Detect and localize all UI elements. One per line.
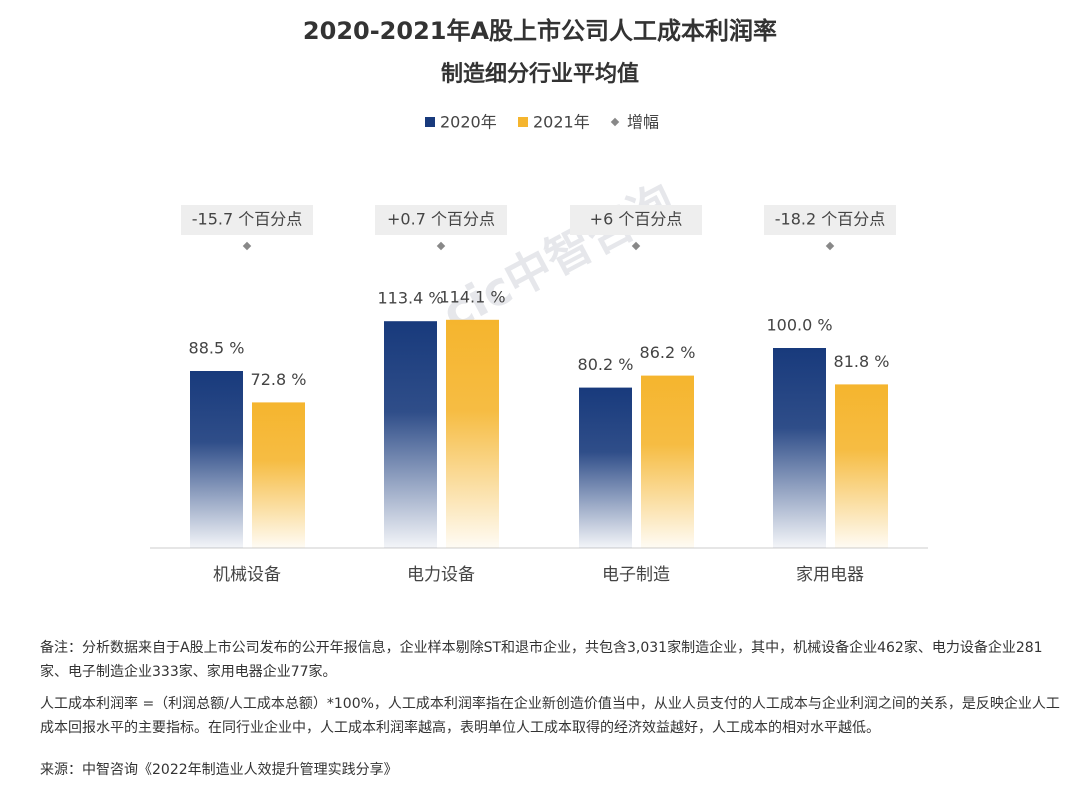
- x-tick-label: 电力设备: [407, 565, 475, 585]
- legend-label: 增幅: [627, 113, 659, 132]
- note: 人工成本利润率 =（利润总额/人工成本总额）*100%，人工成本利润率指在企业新…: [40, 696, 1060, 736]
- value-label: 86.2 %: [640, 343, 696, 362]
- watermark: cic中智咨询: [433, 173, 683, 340]
- bar: [835, 384, 888, 548]
- bar: [252, 402, 305, 548]
- change-label-bg: [764, 205, 896, 235]
- legend-swatch: [610, 117, 620, 127]
- value-label: 100.0 %: [766, 316, 832, 335]
- bar: [773, 348, 826, 548]
- bar: [446, 319, 499, 548]
- x-tick-label: 家用电器: [796, 565, 864, 585]
- change-marker: [825, 241, 835, 251]
- value-label: 113.4 %: [377, 289, 443, 308]
- note: 备注：分析数据来自于A股上市公司发布的公开年报信息，企业样本剔除ST和退市企业，…: [40, 640, 1043, 680]
- chart-subtitle: 制造细分行业平均值: [441, 61, 639, 87]
- bar: [384, 321, 437, 548]
- bar: [190, 371, 243, 548]
- legend-label: 2021年: [533, 113, 590, 132]
- value-label: 114.1 %: [439, 287, 505, 306]
- x-tick-label: 电子制造: [602, 565, 670, 585]
- bar: [579, 387, 632, 548]
- value-label: 81.8 %: [834, 352, 890, 371]
- value-label: 80.2 %: [578, 355, 634, 374]
- change-marker: [242, 241, 252, 251]
- legend-label: 2020年: [440, 113, 497, 132]
- source: 来源：中智咨询《2022年制造业人效提升管理实践分享》: [40, 762, 398, 778]
- chart-title: 2020-2021年A股上市公司人工成本利润率: [303, 17, 777, 45]
- value-label: 88.5 %: [189, 339, 245, 358]
- change-label-bg: [375, 205, 507, 235]
- bar: [641, 375, 694, 548]
- legend-swatch: [518, 117, 528, 127]
- change-label-bg: [570, 205, 702, 235]
- legend-swatch: [425, 117, 435, 127]
- change-label: -18.2 个百分点: [775, 210, 886, 229]
- change-label: -15.7 个百分点: [192, 210, 303, 229]
- x-tick-label: 机械设备: [213, 565, 281, 585]
- change-label: +6 个百分点: [590, 210, 683, 229]
- chart: 2020-2021年A股上市公司人工成本利润率 制造细分行业平均值 cic中智咨…: [150, 17, 928, 585]
- change-label-bg: [181, 205, 313, 235]
- change-marker: [436, 241, 446, 251]
- change-label: +0.7 个百分点: [387, 210, 495, 229]
- value-label: 72.8 %: [251, 370, 307, 389]
